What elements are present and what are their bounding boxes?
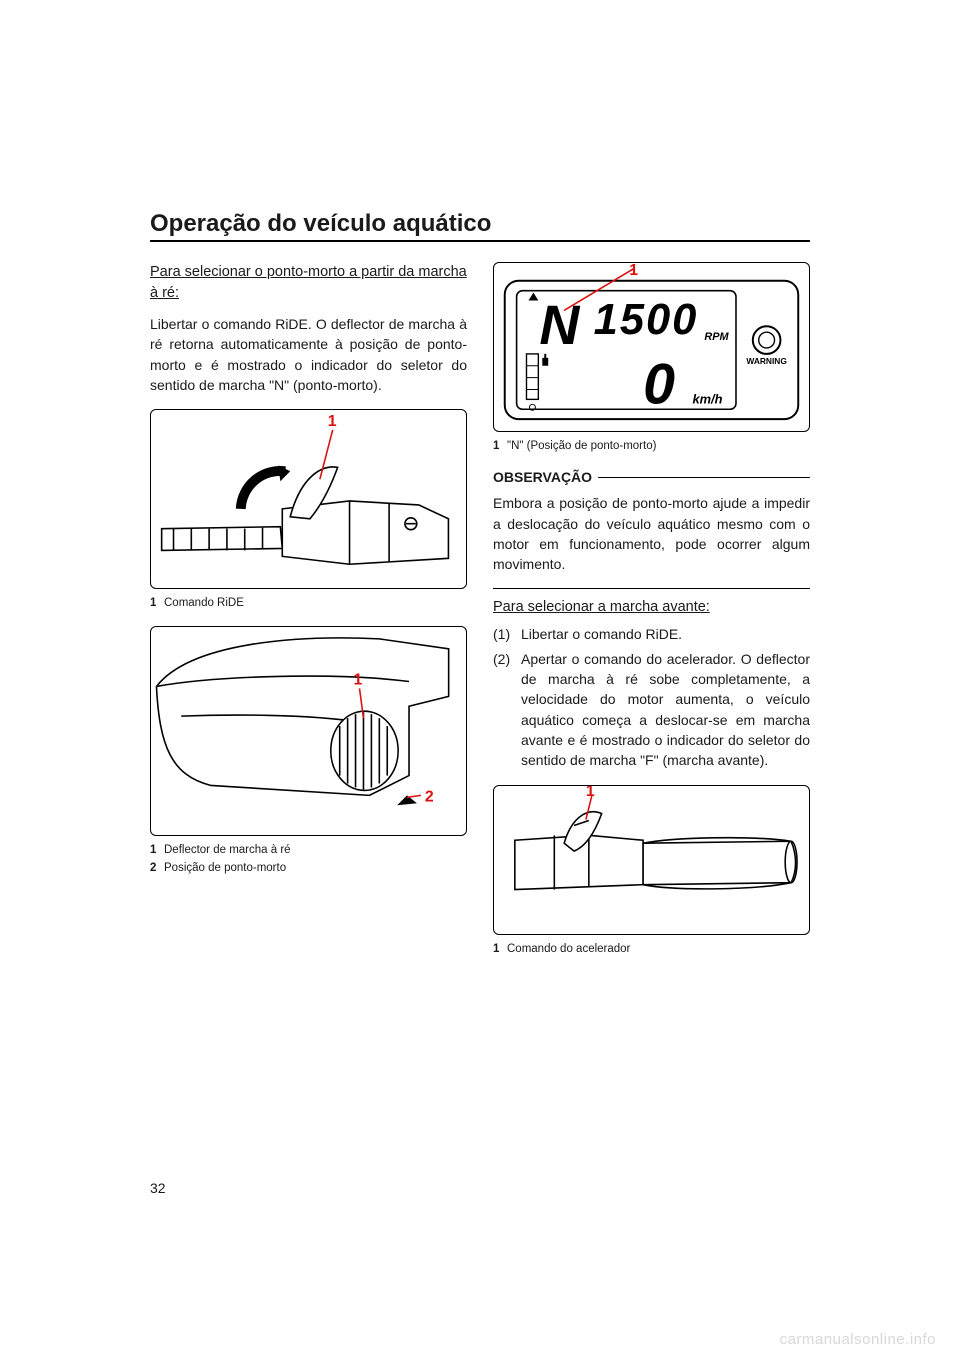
callout-1-label: 1 bbox=[354, 672, 363, 689]
figure-throttle: 1 bbox=[493, 785, 810, 935]
step-index: (2) bbox=[493, 649, 521, 771]
caption-number: 1 bbox=[150, 595, 164, 612]
step-index: (1) bbox=[493, 624, 521, 644]
manual-page: Operação do veículo aquático Para seleci… bbox=[150, 210, 810, 972]
figure-deflector: 1 2 bbox=[150, 626, 467, 836]
left-column: Para selecionar o ponto-morto a partir d… bbox=[150, 262, 467, 972]
caption-text: Posição de ponto-morto bbox=[164, 862, 286, 874]
figure-display: N 1500 RPM 0 km/h bbox=[493, 262, 810, 432]
step-1: (1) Libertar o comando RiDE. bbox=[493, 624, 810, 644]
page-title: Operação do veículo aquático bbox=[150, 210, 810, 242]
caption-number: 2 bbox=[150, 860, 164, 877]
separator-line bbox=[493, 588, 810, 589]
step-2: (2) Apertar o comando do acelerador. O d… bbox=[493, 649, 810, 771]
observation-label: OBSERVAÇÃO bbox=[493, 469, 592, 485]
neutral-from-reverse-heading: Para selecionar o ponto-morto a partir d… bbox=[150, 262, 467, 304]
caption-text: Deflector de marcha à ré bbox=[164, 844, 291, 856]
observation-rule bbox=[598, 477, 810, 478]
callout-2-label: 2 bbox=[425, 789, 434, 806]
caption-number: 1 bbox=[150, 842, 164, 859]
step-text: Apertar o comando do acelerador. O defle… bbox=[521, 649, 810, 771]
step-text: Libertar o comando RiDE. bbox=[521, 624, 810, 644]
callout-1-label: 1 bbox=[586, 786, 595, 800]
watermark: carmanualsonline.info bbox=[780, 1331, 936, 1348]
svg-text:0: 0 bbox=[643, 352, 675, 416]
neutral-from-reverse-text: Libertar o comando RiDE. O deflector de … bbox=[150, 314, 467, 395]
svg-text:WARNING: WARNING bbox=[746, 356, 786, 366]
svg-text:RPM: RPM bbox=[704, 331, 729, 343]
callout-1-label: 1 bbox=[328, 413, 337, 430]
svg-text:N: N bbox=[539, 294, 580, 356]
caption-text: Comando do acelerador bbox=[507, 943, 630, 955]
figure-display-caption: 1"N" (Posição de ponto-morto) bbox=[493, 438, 810, 455]
forward-heading: Para selecionar a marcha avante: bbox=[493, 597, 810, 618]
svg-text:km/h: km/h bbox=[693, 391, 723, 406]
callout-1-label: 1 bbox=[629, 263, 638, 279]
caption-text: Comando RiDE bbox=[164, 597, 244, 609]
observation-heading: OBSERVAÇÃO bbox=[493, 469, 810, 485]
right-column: N 1500 RPM 0 km/h bbox=[493, 262, 810, 972]
two-column-layout: Para selecionar o ponto-morto a partir d… bbox=[150, 262, 810, 972]
figure-deflector-captions: 1Deflector de marcha à ré 2Posição de po… bbox=[150, 842, 467, 877]
page-number: 32 bbox=[150, 1180, 166, 1196]
observation-text: Embora a posição de ponto-morto ajude a … bbox=[493, 493, 810, 574]
caption-number: 1 bbox=[493, 438, 507, 455]
figure-ride-lever: 1 bbox=[150, 409, 467, 589]
forward-steps: (1) Libertar o comando RiDE. (2) Apertar… bbox=[493, 624, 810, 770]
figure-ride-lever-caption: 1Comando RiDE bbox=[150, 595, 467, 612]
svg-text:1500: 1500 bbox=[594, 296, 699, 344]
figure-throttle-caption: 1Comando do acelerador bbox=[493, 941, 810, 958]
caption-number: 1 bbox=[493, 941, 507, 958]
caption-text: "N" (Posição de ponto-morto) bbox=[507, 440, 656, 452]
